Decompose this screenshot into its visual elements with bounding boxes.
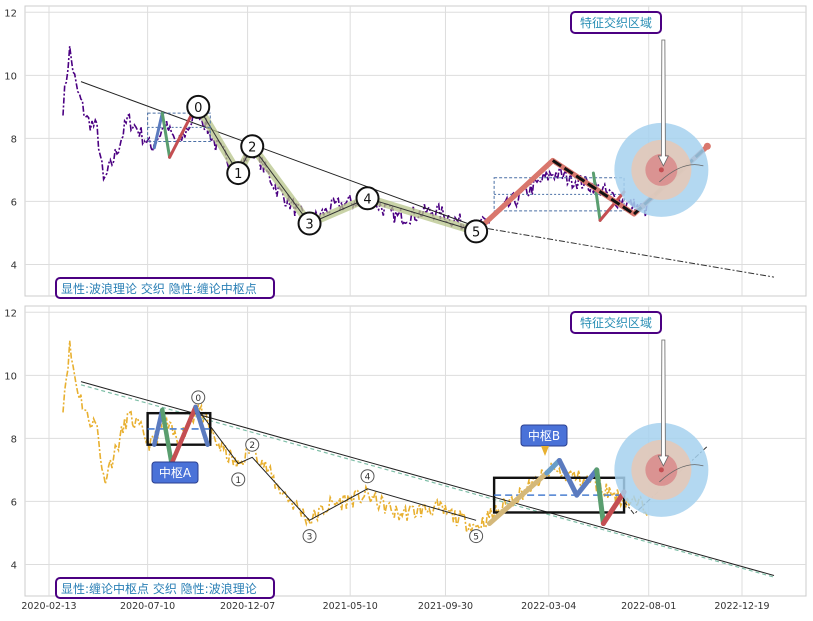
y-tick-label: 12 [4,8,17,19]
wave-segment-stroke [544,457,562,476]
annotation-arrow [657,39,670,167]
wave-path-line [197,409,477,521]
x-tick-label: 2021-05-10 [323,601,378,612]
target-zone-center [658,167,664,173]
y-tick-label: 6 [11,197,17,208]
annotation-box [570,311,662,334]
center-label: 中枢A [159,465,192,480]
wave-segment-stroke [594,467,606,526]
wave-point-marker [231,472,246,487]
wave-segment-stroke [600,489,627,526]
wave-point-label: 0 [194,101,202,116]
y-tick-label: 8 [11,134,17,145]
y-tick-label: 10 [4,371,17,382]
y-tick-label: 4 [11,560,17,571]
wave-point-label: 1 [235,476,241,486]
projection-line [476,226,775,278]
annotation-label: 特征交织区域 [580,315,652,330]
wave-point-marker [469,529,484,544]
wave-segment-stroke [591,171,602,222]
wave-path-line [197,106,477,232]
wave-point-marker [302,529,317,544]
wave-segment-stroke [598,190,626,222]
x-tick-label: 2020-07-10 [120,601,175,612]
zigzag-stroke [152,111,164,150]
wave-segment-stroke [574,467,600,498]
target-zone-center [658,467,664,473]
caption-box [55,577,275,599]
caption-label: 显性:波浪理论 交织 隐性:缠论中枢点 [61,281,257,296]
x-tick-label: 2022-08-01 [621,601,676,612]
target-zone-curve [659,464,704,483]
center-label-pointer [541,446,549,456]
caption-box [55,277,275,299]
x-tick-label: 2021-09-30 [418,601,473,612]
center-label: 中枢B [528,428,560,443]
annotation-arrow [657,339,670,467]
center-label-box [151,461,199,484]
caption-label: 显性:缠论中枢点 交织 隐性:波浪理论 [61,581,257,596]
wave-point-marker [245,437,260,452]
wave-point-label: 4 [363,192,371,207]
y-tick-label: 4 [11,260,17,271]
wave-point-marker [360,469,375,484]
y-tick-label: 10 [4,71,17,82]
wave-point-marker [464,219,489,244]
wave-point-marker [355,186,380,211]
x-tick-label: 2022-03-04 [521,601,576,612]
wave-point-label: 3 [305,218,313,233]
wave-point-label: 3 [307,533,313,543]
zigzag-stroke [169,404,198,466]
zigzag-stroke [160,407,174,466]
y-tick-label: 8 [11,434,17,445]
zigzag-stroke [193,404,210,447]
wave-segment-stroke [486,470,550,526]
wave-point-marker [226,161,251,186]
zigzag-stroke [152,407,165,447]
annotation-label: 特征交织区域 [580,15,652,30]
wave-point-label: 2 [249,441,255,451]
wave-point-marker [297,211,322,236]
x-tick-label: 2020-02-13 [21,601,76,612]
wave-point-marker [186,94,211,119]
zigzag-stroke [160,111,172,159]
target-zone-curve [659,164,704,183]
wave-point-marker [191,390,206,405]
wave-segment-stroke [556,457,580,498]
wave-point-label: 5 [473,533,479,543]
y-tick-label: 12 [4,308,17,319]
annotation-box [570,11,662,34]
wave-point-marker [240,134,265,159]
wave-path-black-dash [551,159,635,216]
wave-end-point [703,142,711,150]
wave-point-label: 1 [234,167,242,182]
x-tick-label: 2022-12-19 [714,601,769,612]
wave-point-label: 4 [365,473,371,483]
wave-point-label: 0 [195,394,201,404]
wave-point-label: 5 [472,225,480,240]
price-series-line [62,46,648,237]
y-tick-label: 6 [11,497,17,508]
trend-line [80,81,477,228]
x-tick-label: 2020-12-07 [220,601,275,612]
wave-point-label: 2 [248,140,256,155]
